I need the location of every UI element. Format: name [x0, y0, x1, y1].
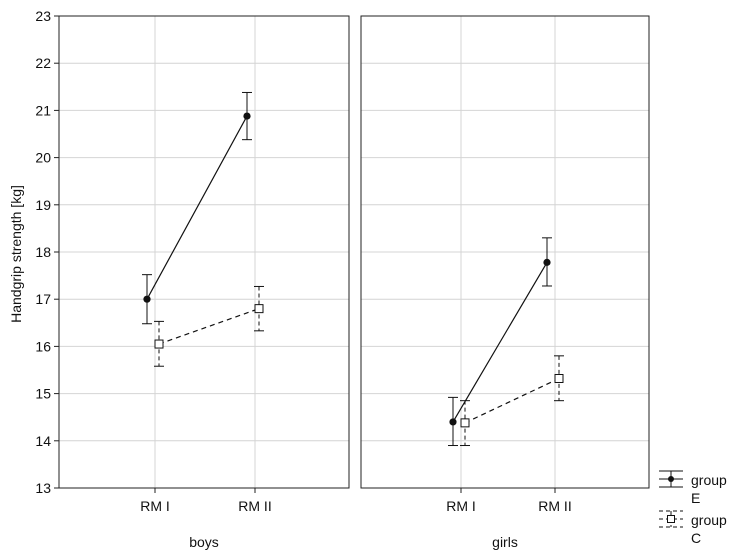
data-point-group-e — [543, 258, 551, 266]
y-tick-label: 16 — [35, 338, 51, 354]
series-line-group-e — [452, 262, 548, 423]
data-point-group-e — [449, 418, 457, 426]
data-point-group-e — [143, 295, 151, 303]
data-point-group-c — [460, 418, 470, 428]
legend-marker-open-square — [667, 515, 675, 523]
legend-label: group — [691, 472, 727, 488]
data-point-group-c — [154, 339, 164, 349]
axes-layer: RM I RM II boys RM I RM II girls 13 14 15 16 17 18 1… — [35, 8, 571, 550]
series-line-group-c — [158, 308, 260, 345]
y-tick-label: 13 — [35, 480, 51, 496]
panel-label-girls: girls — [492, 534, 518, 550]
data-point-group-c — [554, 373, 564, 383]
y-tick-label: 20 — [35, 150, 51, 166]
x-tick-label: RM I — [140, 498, 170, 514]
panel-label-boys: boys — [189, 534, 219, 550]
y-tick-label: 17 — [35, 291, 51, 307]
x-tick-label: RM I — [446, 498, 476, 514]
panel-frame-girls — [360, 15, 650, 489]
data-point-group-c — [254, 304, 264, 314]
legend-label: group — [691, 512, 727, 528]
x-tick-label: RM II — [238, 498, 271, 514]
y-tick-label: 21 — [35, 102, 51, 118]
legend-label-suffix: E — [691, 490, 700, 506]
legend-marker-filled-circle — [668, 476, 674, 482]
series-layer — [142, 91, 564, 447]
y-axis-label: Handgrip strength [kg] — [8, 185, 24, 323]
y-tick-label: 23 — [35, 8, 51, 24]
data-point-group-e — [243, 112, 251, 120]
legend-label-suffix: C — [691, 530, 701, 546]
x-tick-label: RM II — [538, 498, 571, 514]
series-line-group-e — [146, 115, 248, 300]
series-line-group-c — [464, 377, 560, 424]
y-tick-label: 19 — [35, 197, 51, 213]
y-tick-label: 22 — [35, 55, 51, 71]
y-tick-label: 18 — [35, 244, 51, 260]
y-tick-label: 15 — [35, 386, 51, 402]
grid-layer — [59, 16, 649, 488]
y-tick-label: 14 — [35, 433, 51, 449]
